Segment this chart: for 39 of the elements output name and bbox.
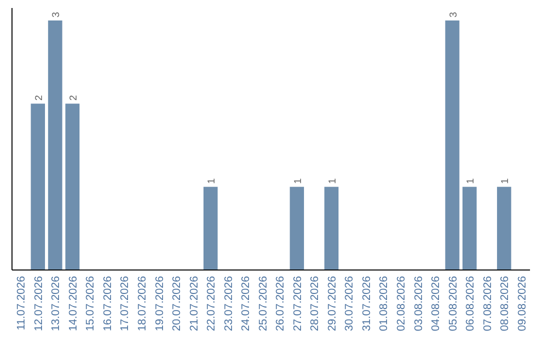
x-tick-label: 04.08.2026 xyxy=(430,276,442,332)
x-tick-label: 27.07.2026 xyxy=(292,276,304,332)
data-label: 2 xyxy=(34,94,45,101)
x-tick-label: 03.08.2026 xyxy=(412,276,425,332)
x-tick-label: 14.07.2026 xyxy=(67,276,80,332)
x-tick-label: 29.07.2026 xyxy=(326,276,338,332)
data-label: 3 xyxy=(448,11,460,18)
x-tick-label: 17.07.2026 xyxy=(119,276,132,332)
x-tick-label: 21.07.2026 xyxy=(188,276,200,332)
x-tick-label: 24.07.2026 xyxy=(240,276,252,332)
x-tick-label: 02.08.2026 xyxy=(396,276,408,332)
x-tick-label: 09.08.2026 xyxy=(516,276,528,332)
x-tick-label: 26.07.2026 xyxy=(274,276,287,332)
data-label: 1 xyxy=(327,178,338,184)
x-tick-label: 08.08.2026 xyxy=(499,276,512,332)
x-tick-label: 30.07.2026 xyxy=(344,276,356,332)
x-tick-label: 01.08.2026 xyxy=(378,276,390,332)
data-label: 1 xyxy=(292,178,304,184)
x-tick-label: 25.07.2026 xyxy=(257,276,270,332)
data-label: 2 xyxy=(68,94,80,101)
x-tick-label: 05.08.2026 xyxy=(447,276,460,332)
x-tick-label: 20.07.2026 xyxy=(171,276,184,332)
data-label: 1 xyxy=(206,178,218,184)
x-tick-label: 12.07.2026 xyxy=(32,276,45,332)
x-tick-label: 16.07.2026 xyxy=(102,276,114,332)
x-tick-label: 28.07.2026 xyxy=(309,276,322,332)
data-label: 1 xyxy=(466,178,477,184)
x-tick-label: 15.07.2026 xyxy=(84,276,97,332)
x-tick-label: 31.07.2026 xyxy=(360,276,373,332)
x-tick-label: 11.07.2026 xyxy=(16,276,28,330)
x-tick-label: 07.08.2026 xyxy=(482,276,494,332)
data-label: 3 xyxy=(51,11,62,18)
x-tick-label: 23.07.2026 xyxy=(222,276,235,332)
x-tick-label: 06.08.2026 xyxy=(464,276,477,332)
data-label: 1 xyxy=(500,178,512,184)
x-tick-label: 18.07.2026 xyxy=(136,276,148,332)
x-tick-label: 22.07.2026 xyxy=(206,276,218,332)
x-tick-label: 19.07.2026 xyxy=(154,276,166,332)
x-tick-label: 13.07.2026 xyxy=(50,276,62,332)
